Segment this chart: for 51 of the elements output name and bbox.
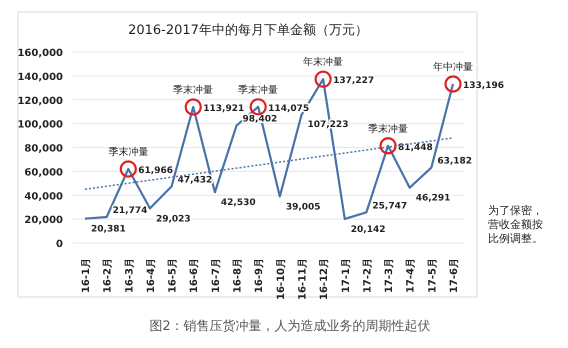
y-tick-label: 40,000 <box>24 191 64 202</box>
annotation: 季末冲量 <box>368 122 408 135</box>
x-tick-label: 16-5月 <box>168 258 179 294</box>
data-label: 25,747 <box>372 201 408 212</box>
data-label: 20,381 <box>91 224 126 235</box>
text: 为了保密，营收金额按比例调整。 <box>488 204 544 246</box>
annotation: 年末冲量 <box>303 56 344 68</box>
x-tick-label: 16-9月 <box>254 258 266 294</box>
data-label: 113,921 <box>203 104 244 114</box>
x-tick-label: 17-6月 <box>449 258 460 294</box>
x-tick-label: 17-2月 <box>362 258 374 294</box>
x-tick-label: 16-12月 <box>319 258 330 300</box>
x-tick-label: 16-8月 <box>232 258 244 294</box>
y-tick-label: 120,000 <box>17 96 64 107</box>
chart-title: 2016-2017年中的每月下单金额（万元） <box>128 23 368 38</box>
data-label: 63,182 <box>437 156 472 167</box>
annotation: 季末冲量 <box>238 84 278 96</box>
annotation: 季末冲量 <box>173 84 214 96</box>
data-label: 29,023 <box>156 214 191 224</box>
data-label: 20,142 <box>350 224 386 235</box>
x-tick-label: 17-5月 <box>427 258 438 294</box>
y-tick-label: 60,000 <box>24 167 64 178</box>
y-tick-label: 140,000 <box>17 72 64 83</box>
data-label: 81,448 <box>398 142 433 153</box>
x-tick-label: 16-4月 <box>146 258 157 294</box>
y-tick-label: 100,000 <box>17 120 64 131</box>
x-tick-label: 16-10月 <box>276 258 287 300</box>
data-label: 46,291 <box>416 194 450 204</box>
x-tick-label: 16-1月 <box>81 258 92 294</box>
data-label: 133,196 <box>463 80 504 91</box>
y-tick-label: 160,000 <box>17 48 64 59</box>
data-label: 137,227 <box>333 76 374 86</box>
x-tick-label: 16-7月 <box>210 258 222 294</box>
x-tick-label: 17-4月 <box>406 258 417 294</box>
data-label: 47,432 <box>178 175 212 186</box>
x-tick-label: 17-3月 <box>384 258 396 294</box>
x-tick-label: 17-1月 <box>340 258 352 294</box>
x-tick-label: 16-6月 <box>189 258 200 294</box>
y-tick-label: 80,000 <box>24 144 64 154</box>
x-tick-label: 16-11月 <box>297 258 308 300</box>
y-tick-label: 0 <box>56 239 64 250</box>
annotation: 年中冲量 <box>433 60 473 73</box>
annotation: 季末冲量 <box>108 146 148 158</box>
x-tick-label: 16-3月 <box>124 258 136 294</box>
data-label: 61,966 <box>138 166 174 176</box>
data-label: 42,530 <box>220 198 256 208</box>
caption: 图2：销售压货冲量，人为造成业务的周期性起伏 <box>149 319 431 334</box>
y-tick-label: 20,000 <box>24 215 64 226</box>
data-label: 39,005 <box>286 202 321 212</box>
x-tick-label: 16-2月 <box>102 258 114 294</box>
data-label: 21,774 <box>112 206 148 216</box>
